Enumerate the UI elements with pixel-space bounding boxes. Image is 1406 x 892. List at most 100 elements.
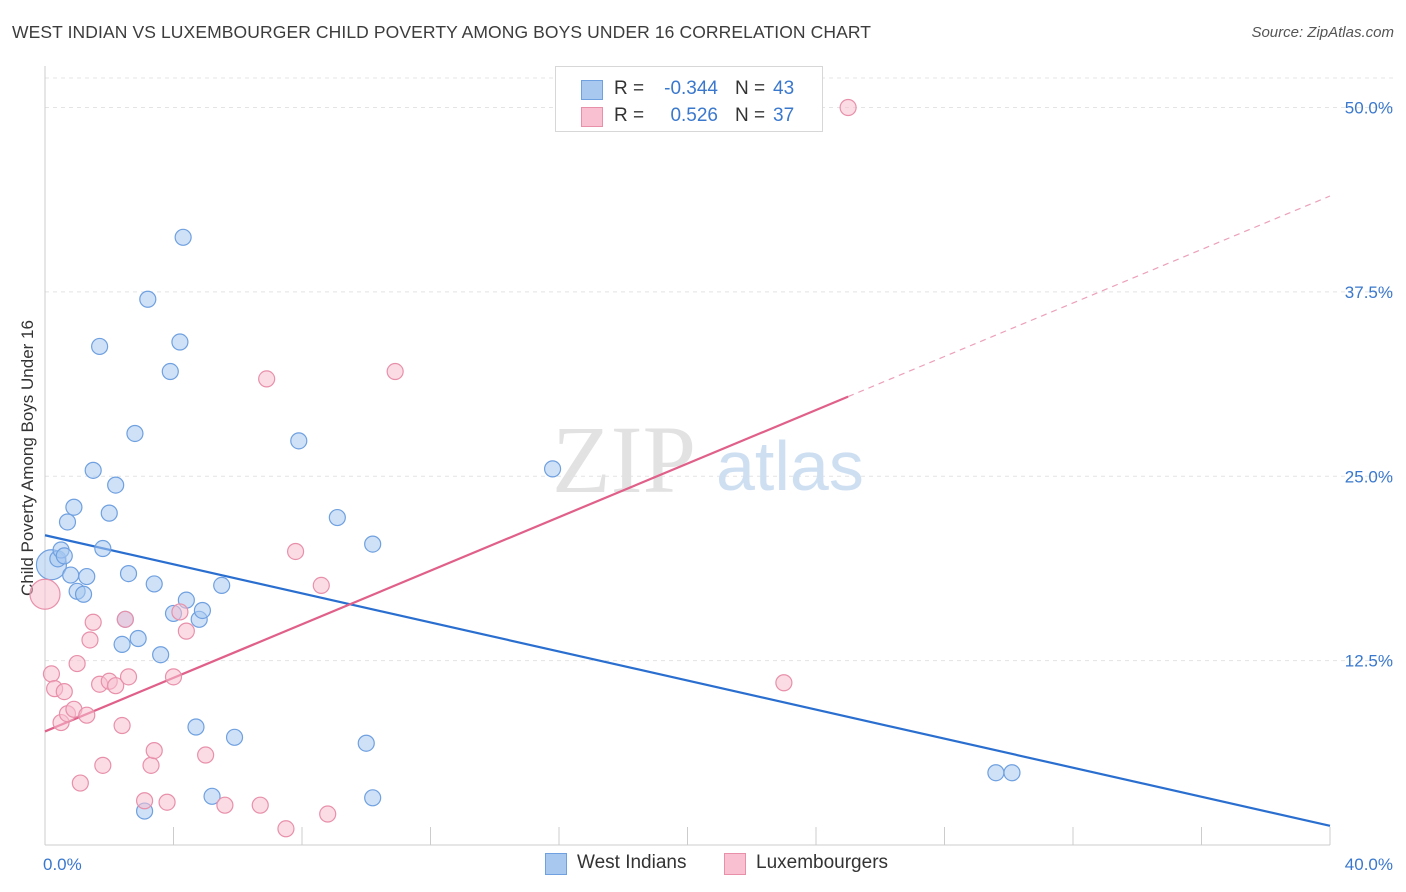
n-label: N = — [735, 105, 766, 126]
data-point — [42, 665, 61, 683]
r-label: R = — [614, 105, 645, 126]
data-point — [119, 564, 138, 583]
data-point — [987, 764, 1005, 782]
data-point — [775, 674, 793, 692]
trend-line-extension — [847, 195, 1331, 398]
data-point — [100, 504, 118, 522]
legend-swatch-luxembourgers — [581, 107, 603, 127]
source-label: Source: ZipAtlas.com — [1251, 24, 1394, 41]
data-point — [543, 460, 562, 478]
watermark-atlas: atlas — [716, 427, 864, 505]
n-value: 37 — [773, 105, 795, 126]
legend-swatch-west-indians — [545, 853, 567, 875]
r-value: 0.526 — [670, 105, 718, 126]
data-point — [29, 578, 61, 610]
data-point — [164, 668, 183, 686]
y-tick-label: 12.5% — [1345, 652, 1393, 671]
data-point — [78, 706, 96, 724]
data-point — [62, 566, 80, 584]
data-point — [55, 547, 73, 565]
data-point — [55, 682, 73, 701]
axes — [44, 66, 1331, 846]
y-tick-label: 50.0% — [1345, 99, 1393, 118]
n-value: 43 — [773, 78, 795, 99]
data-point — [113, 716, 131, 735]
watermark: ZIP atlas — [552, 406, 864, 513]
r-label: R = — [614, 78, 645, 99]
data-point — [187, 718, 205, 736]
data-point — [116, 610, 134, 628]
watermark-zip: ZIP — [552, 406, 696, 513]
legend-swatch-luxembourgers — [724, 853, 746, 875]
chart-title: WEST INDIAN VS LUXEMBOURGER CHILD POVERT… — [12, 22, 872, 42]
data-point — [113, 635, 131, 654]
data-point — [312, 576, 330, 595]
data-point — [386, 362, 404, 381]
data-point — [145, 575, 163, 593]
data-point — [158, 793, 176, 811]
data-point — [107, 677, 125, 695]
data-point — [319, 805, 337, 823]
data-point — [139, 290, 157, 308]
y-tick-label: 25.0% — [1345, 467, 1393, 486]
data-point — [251, 796, 269, 814]
data-point — [58, 513, 77, 531]
r-value: -0.344 — [664, 78, 718, 99]
data-point — [225, 728, 244, 746]
data-point — [145, 741, 163, 760]
data-point — [74, 585, 93, 603]
data-point — [328, 508, 346, 527]
legend-swatch-west-indians — [581, 80, 603, 100]
data-point — [71, 774, 89, 792]
legend-label-west-indians: West Indians — [577, 852, 687, 873]
legend-row-luxembourgers: R = 0.526 N = 37 — [556, 102, 822, 130]
x-tick-label: 40.0% — [1345, 855, 1393, 874]
x-tick-label: 0.0% — [43, 855, 82, 874]
data-point — [177, 622, 195, 640]
data-point — [193, 601, 212, 620]
data-point — [364, 789, 382, 807]
gridlines — [45, 77, 1395, 662]
series-luxembourgers — [29, 98, 857, 838]
data-point — [197, 746, 215, 764]
legend-row-west-indians: R = -0.344 N = 43 — [556, 75, 822, 103]
trend-line — [44, 395, 849, 733]
data-point — [84, 613, 102, 631]
data-point — [357, 734, 375, 752]
data-point — [65, 498, 83, 516]
data-point — [839, 98, 857, 117]
data-point — [364, 535, 382, 553]
data-point — [152, 646, 170, 664]
data-point — [94, 756, 112, 774]
data-point — [216, 796, 234, 814]
trend-line — [44, 534, 1331, 827]
data-point — [213, 576, 231, 595]
legend-label-luxembourgers: Luxembourgers — [756, 852, 889, 873]
data-point — [126, 424, 144, 443]
correlation-legend: R = -0.344 N = 43 R = 0.526 N = 37 — [555, 66, 823, 132]
data-point — [171, 333, 189, 351]
data-points — [29, 98, 1021, 838]
data-point — [1003, 764, 1021, 782]
data-point — [84, 461, 102, 479]
data-point — [135, 792, 154, 810]
n-label: N = — [735, 78, 766, 99]
data-point — [277, 820, 295, 838]
data-point — [171, 603, 189, 621]
y-tick-label: 37.5% — [1345, 283, 1393, 302]
data-point — [203, 787, 221, 805]
data-point — [174, 228, 192, 246]
series-legend: West Indians Luxembourgers — [545, 852, 905, 876]
data-point — [258, 370, 276, 388]
data-point — [91, 337, 109, 356]
data-point — [81, 631, 99, 649]
data-point — [68, 654, 86, 673]
data-point — [290, 432, 308, 450]
data-point — [142, 756, 160, 774]
series-west-indians — [35, 228, 1021, 820]
data-point — [119, 668, 138, 686]
data-point — [161, 362, 179, 381]
tick-labels: 12.5% 25.0% 37.5% 50.0% 0.0% 40.0% — [43, 99, 1393, 875]
data-point — [107, 476, 125, 494]
